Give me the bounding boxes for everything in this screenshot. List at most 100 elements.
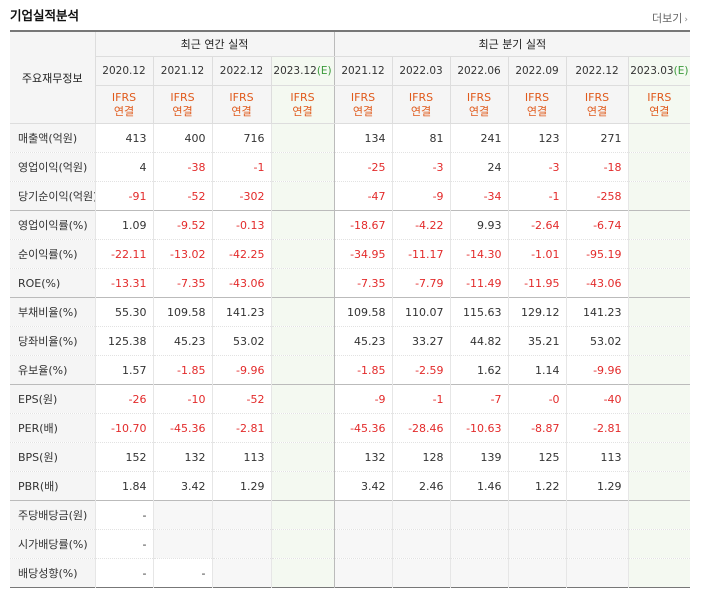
row-label: 주당배당금(원)	[10, 500, 95, 530]
data-cell	[211, 529, 271, 559]
data-cell	[270, 500, 335, 530]
row-label: 배당성향(%)	[10, 558, 95, 588]
data-cell: 110.07	[391, 297, 451, 327]
data-cell	[270, 384, 335, 414]
data-cell: -7.35	[152, 268, 212, 298]
data-cell	[627, 297, 691, 327]
data-cell: -38	[152, 152, 212, 182]
data-cell: -	[94, 558, 153, 588]
table-row: 당기순이익(억원) -91 -52 -302 -47 -9 -34 -1 -258	[10, 181, 691, 211]
data-cell: -2.59	[391, 355, 451, 385]
period-label: 2023.12(E)	[273, 65, 332, 77]
data-cell: -7.79	[391, 268, 451, 298]
quarter-group-header: 최근 분기 실적	[333, 31, 691, 57]
table-row: 유보율(%) 1.57 -1.85 -9.96 -1.85 -2.59 1.62 1.14 -9…	[10, 355, 691, 385]
data-cell: 141.23	[211, 297, 271, 327]
data-cell: -1.85	[152, 355, 212, 385]
table-row: BPS(원) 152 132 113 132 128 139 125 113	[10, 442, 691, 472]
data-cell	[627, 123, 691, 153]
data-cell: 55.30	[94, 297, 153, 327]
standard-label: IFRS 연결	[449, 85, 509, 124]
row-label: 매출액(억원)	[10, 123, 95, 153]
data-cell: -8.87	[507, 413, 567, 443]
data-cell: -302	[211, 181, 271, 211]
annual-group-header: 최근 연간 실적	[94, 31, 335, 57]
data-cell: 400	[152, 123, 212, 153]
period-label: 2020.12	[102, 65, 146, 77]
data-cell: 115.63	[449, 297, 509, 327]
row-label: 당좌비율(%)	[10, 326, 95, 356]
data-cell	[270, 152, 335, 182]
period-header: 2022.12	[565, 56, 629, 86]
data-cell: 1.84	[94, 471, 153, 501]
period-header: 2022.03	[391, 56, 451, 86]
data-cell: 2.46	[391, 471, 451, 501]
data-cell: -18.67	[333, 210, 393, 240]
data-cell: 271	[565, 123, 629, 153]
consolidated-label: 연결	[468, 104, 490, 118]
data-cell: 125.38	[94, 326, 153, 356]
data-cell: -11.17	[391, 239, 451, 269]
data-cell: 24	[449, 152, 509, 182]
data-cell: -25	[333, 152, 393, 182]
data-cell	[449, 500, 509, 530]
consolidated-label: 연결	[410, 104, 432, 118]
data-cell	[270, 413, 335, 443]
more-link[interactable]: 더보기 ›	[652, 10, 688, 26]
data-cell	[627, 529, 691, 559]
table-row: ROE(%) -13.31 -7.35 -43.06 -7.35 -7.79 -11.49-…	[10, 268, 691, 298]
ifrs-label: IFRS	[111, 90, 137, 104]
data-cell: -45.36	[152, 413, 212, 443]
data-cell: 113	[565, 442, 629, 472]
standard-label: IFRS 연결	[270, 85, 335, 124]
data-cell: 128	[391, 442, 451, 472]
data-cell: -42.25	[211, 239, 271, 269]
data-cell	[152, 500, 212, 530]
data-cell: -10.70	[94, 413, 153, 443]
period-label: 2022.06	[457, 65, 501, 77]
data-cell	[627, 500, 691, 530]
data-cell: 33.27	[391, 326, 451, 356]
chevron-right-icon: ›	[684, 15, 688, 25]
data-cell: 129.12	[507, 297, 567, 327]
data-cell: -13.31	[94, 268, 153, 298]
table-row: 순이익률(%) -22.11 -13.02 -42.25 -34.95 -11.17 -14…	[10, 239, 691, 269]
data-cell: 109.58	[333, 297, 393, 327]
data-cell: 123	[507, 123, 567, 153]
data-cell: -18	[565, 152, 629, 182]
data-cell	[211, 500, 271, 530]
ifrs-label: IFRS	[229, 90, 254, 104]
data-cell	[391, 529, 451, 559]
data-cell: 45.23	[333, 326, 393, 356]
data-cell: -45.36	[333, 413, 393, 443]
data-cell: -2.81	[565, 413, 629, 443]
period-label: 2021.12	[160, 65, 205, 77]
ifrs-label: IFRS	[647, 90, 672, 104]
data-cell	[270, 268, 335, 298]
row-label: EPS(원)	[10, 384, 95, 414]
data-cell: -9.96	[211, 355, 271, 385]
data-cell	[152, 529, 212, 559]
period-label: 2022.12	[575, 65, 619, 77]
table-row: EPS(원) -26 -10 -52 -9 -1 -7 -0 -40	[10, 384, 691, 414]
data-cell	[507, 500, 567, 530]
data-cell: -1.01	[507, 239, 567, 269]
ifrs-label: IFRS	[350, 90, 376, 104]
period-label: 2021.12	[341, 65, 385, 77]
more-label: 더보기	[652, 12, 683, 25]
data-cell: -1	[391, 384, 451, 414]
row-label: 당기순이익(억원)	[10, 181, 95, 211]
data-cell: -11.49	[449, 268, 509, 298]
period-header: 2021.12	[152, 56, 212, 86]
data-cell	[449, 558, 509, 588]
data-cell: 1.29	[565, 471, 629, 501]
data-cell	[627, 413, 691, 443]
section-title: 기업실적분석	[10, 8, 80, 23]
data-cell	[507, 558, 567, 588]
data-cell: -	[152, 558, 212, 588]
data-cell: -1	[211, 152, 271, 182]
data-cell: -4.22	[391, 210, 451, 240]
consolidated-label: 연결	[172, 104, 193, 118]
data-cell: -10.63	[449, 413, 509, 443]
table-row: PER(배) -10.70 -45.36 -2.81 -45.36 -28.46 -10.6…	[10, 413, 691, 443]
